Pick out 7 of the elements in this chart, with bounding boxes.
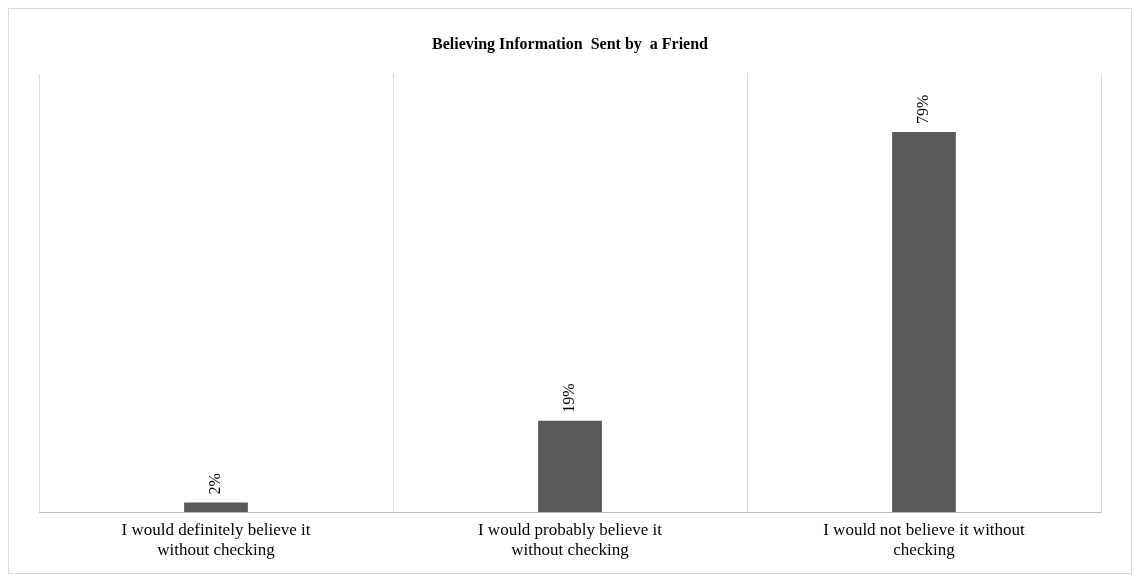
x-tick-label: I would not believe it without checking (823, 519, 1026, 560)
x-tick-label: I would probably believe it without checking (477, 519, 663, 560)
chart-title: Believing Information Sent by a Friend (431, 34, 709, 53)
data-label: 19% (560, 383, 578, 413)
data-label: 2% (206, 473, 224, 495)
x-tick-label: I would definitely believe it without checking (121, 519, 311, 560)
data-label: 79% (914, 94, 932, 124)
